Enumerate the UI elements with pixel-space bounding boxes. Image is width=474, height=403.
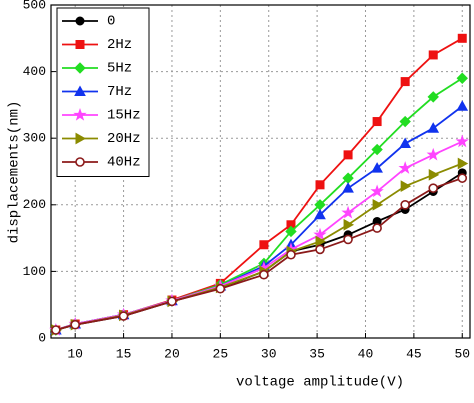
data-point: [428, 50, 438, 60]
data-point: [70, 319, 80, 330]
data-point: [372, 117, 382, 127]
legend-label: 5Hz: [107, 61, 132, 77]
data-point: [315, 180, 325, 190]
data-point: [315, 244, 325, 255]
data-point: [456, 72, 468, 84]
data-point: [343, 218, 355, 231]
legend-marker: [75, 16, 85, 26]
x-tick-label: 30: [261, 346, 277, 361]
plot-frame: [50, 4, 471, 339]
data-point: [457, 33, 467, 43]
legend-marker: [75, 40, 85, 49]
x-tick-label: 40: [358, 346, 374, 361]
data-point: [427, 91, 439, 103]
data-point: [259, 269, 269, 280]
data-point: [118, 311, 129, 321]
data-point: [426, 147, 440, 161]
data-point: [457, 173, 468, 183]
legend-marker: [75, 132, 87, 145]
data-point: [341, 205, 355, 219]
data-point: [372, 223, 382, 233]
x-tick-label: 25: [213, 346, 229, 361]
data-point: [342, 182, 354, 193]
data-point: [400, 200, 410, 210]
data-point: [313, 227, 327, 241]
x-tick-label: 50: [454, 346, 470, 361]
legend-marker: [74, 62, 86, 74]
legend-marker: [73, 107, 87, 121]
series-line: [55, 177, 463, 331]
data-point: [370, 184, 384, 198]
data-point: [343, 234, 353, 245]
data-point: [215, 283, 226, 294]
data-point: [167, 296, 177, 307]
data-point: [400, 180, 412, 193]
x-tick-label: 15: [116, 346, 132, 361]
data-point: [455, 134, 469, 148]
series-line: [55, 172, 463, 331]
y-tick-label: 300: [23, 131, 46, 146]
data-point: [372, 198, 384, 211]
data-point: [285, 225, 297, 238]
legend-label: 40Hz: [107, 155, 141, 171]
data-point: [399, 137, 412, 149]
data-point: [51, 325, 61, 335]
y-axis-label: displacements(nm): [7, 101, 23, 244]
legend-label: 7Hz: [107, 84, 132, 100]
x-tick-label: 45: [406, 346, 422, 361]
y-tick-label: 400: [23, 64, 46, 79]
legend-label: 15Hz: [107, 108, 141, 124]
y-tick-label: 0: [38, 330, 46, 345]
data-point: [400, 77, 410, 87]
data-point: [398, 161, 412, 174]
data-point: [457, 157, 469, 170]
x-axis-label: voltage amplitude(V): [236, 375, 404, 391]
legend-label: 20Hz: [107, 131, 141, 147]
legend-label: 2Hz: [107, 37, 132, 53]
y-tick-label: 200: [23, 197, 46, 212]
legend-label: 0: [107, 14, 115, 30]
legend-marker: [75, 157, 85, 167]
data-point: [371, 143, 383, 156]
data-point: [399, 115, 411, 128]
data-point: [371, 162, 383, 173]
data-point: [427, 122, 440, 133]
data-point: [428, 183, 439, 193]
legend-marker: [74, 85, 86, 96]
data-point: [286, 249, 296, 260]
data-point: [343, 150, 353, 160]
data-point: [314, 208, 326, 220]
data-point: [259, 240, 269, 250]
x-tick-label: 35: [309, 346, 325, 361]
y-tick-label: 100: [23, 264, 46, 279]
x-tick-label: 10: [67, 346, 83, 361]
y-tick-label: 500: [23, 0, 46, 12]
x-tick-label: 20: [164, 346, 180, 361]
data-point: [456, 100, 469, 111]
data-point: [315, 235, 327, 248]
data-point: [428, 168, 440, 181]
